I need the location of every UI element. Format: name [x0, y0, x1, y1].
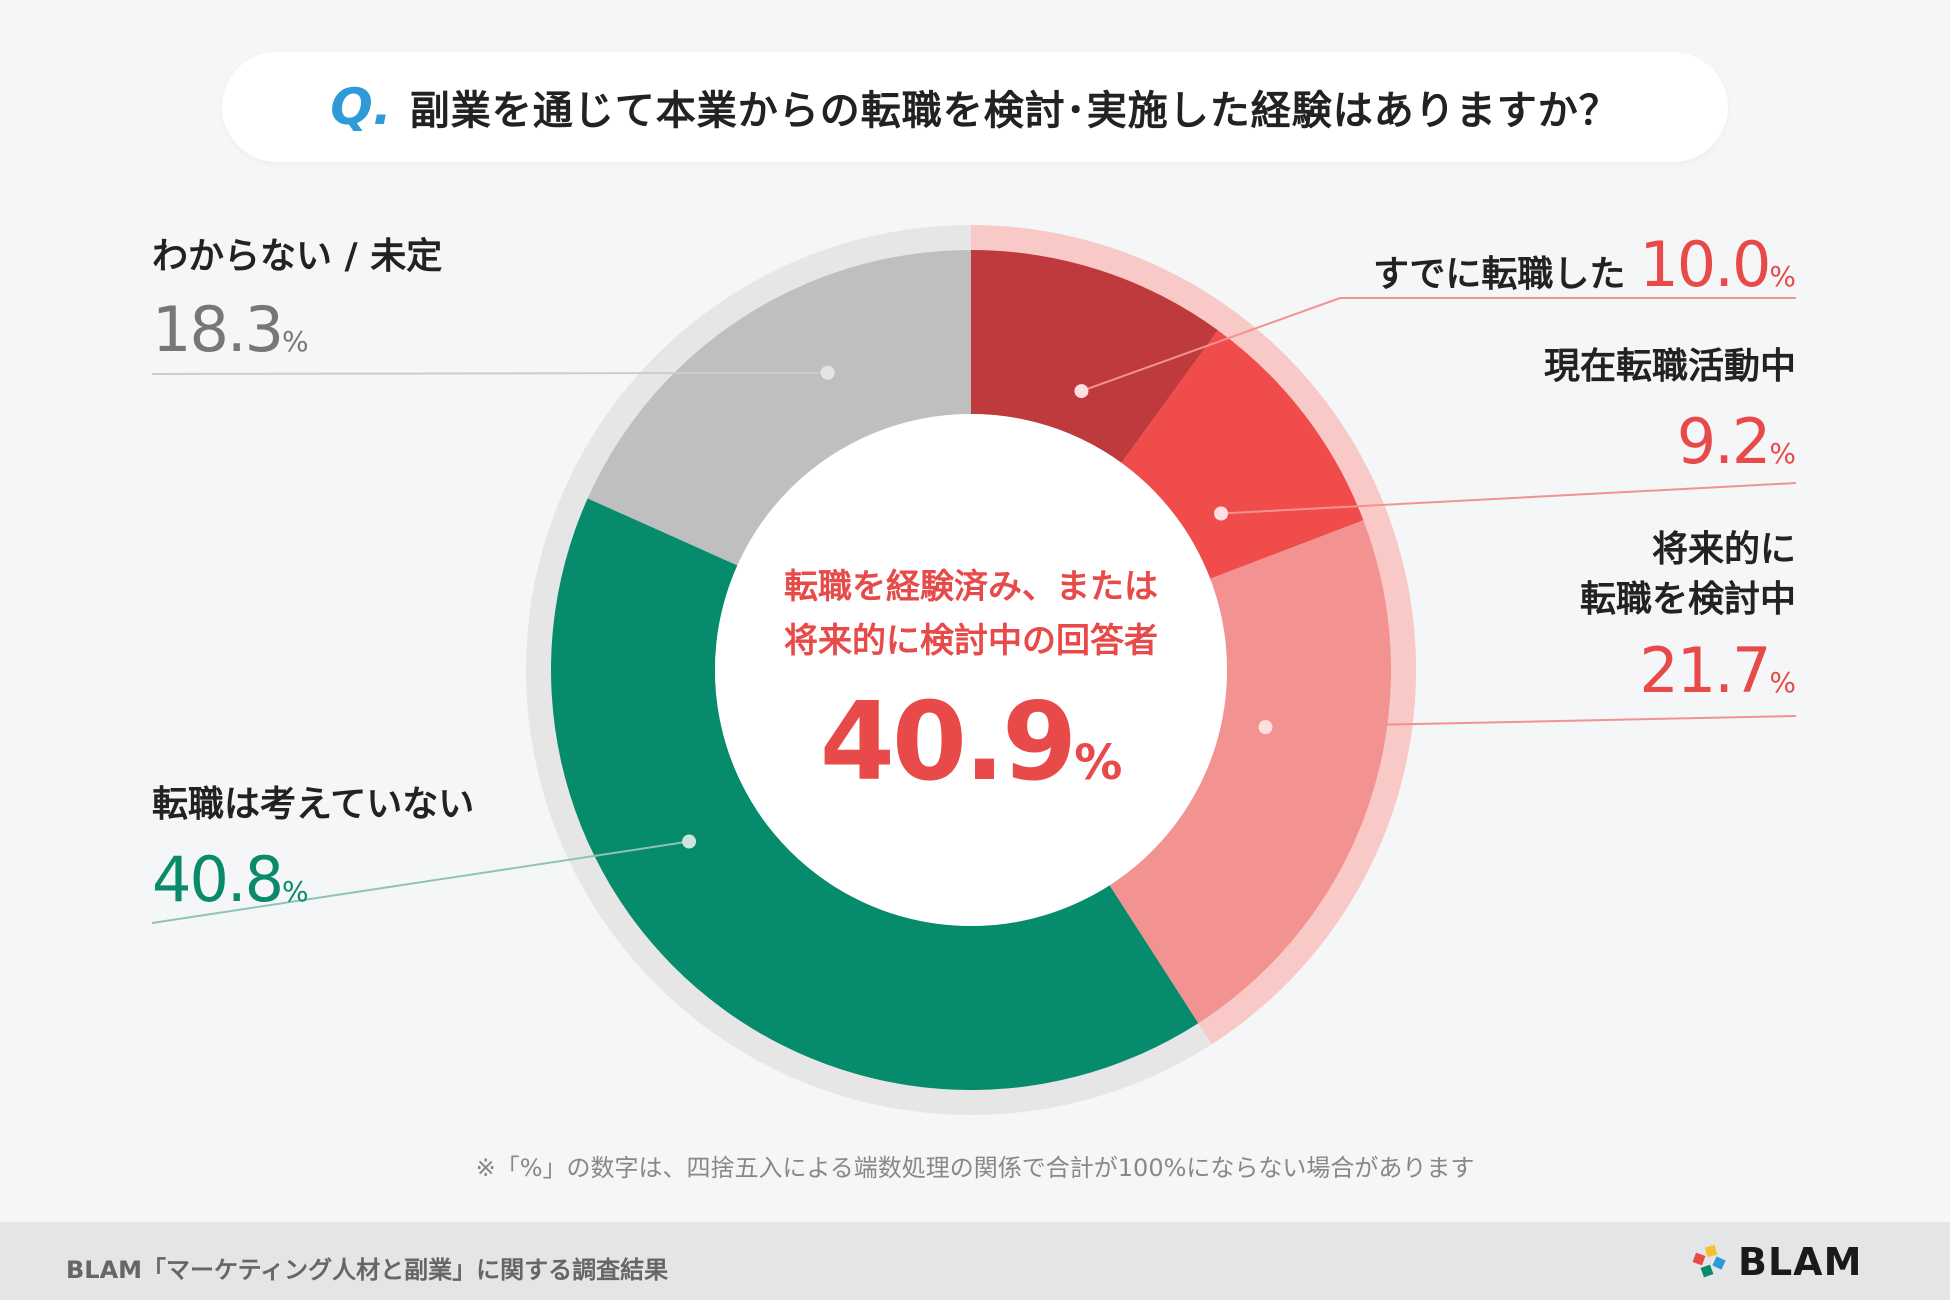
leader-line-4: [151, 371, 828, 375]
leader-dot-3: [682, 834, 697, 849]
leader-line-2: [1265, 715, 1797, 729]
label-no-name: 転職は考えていない: [152, 784, 475, 825]
value-active-unit: %: [1769, 437, 1796, 470]
slice-3: [551, 498, 1199, 1090]
slice-4: [587, 250, 971, 566]
label-already: すでに転職した 10.0%: [1372, 234, 1796, 302]
center-label-line2: 将来的に検討中の回答者: [784, 621, 1158, 661]
leader-line-0: [1081, 297, 1796, 393]
value-no-number: 40.8: [152, 843, 284, 916]
center-label: 転職を経験済み、または 将来的に検討中の回答者: [715, 560, 1227, 668]
value-no: 40.8%: [152, 843, 309, 916]
footer-bar: [0, 1222, 1950, 1300]
value-already-unit: %: [1769, 260, 1796, 293]
question-banner: Q. 副業を通じて本業からの転職を検討･実施した経験はありますか？: [222, 52, 1728, 162]
leader-dot-0: [1074, 384, 1089, 399]
donut-slices: [551, 250, 1391, 1090]
donut-hole: [715, 414, 1227, 926]
value-future-number: 21.7: [1639, 634, 1771, 707]
blam-logo: BLAM: [1688, 1240, 1862, 1284]
value-already: 10.0%: [1639, 234, 1796, 302]
center-value-unit: %: [1074, 735, 1123, 791]
question-text: 副業を通じて本業からの転職を検討･実施した経験はありますか？: [409, 88, 1620, 134]
value-active: 9.2%: [1677, 405, 1796, 478]
blam-logo-text: BLAM: [1738, 1240, 1863, 1284]
center-value-number: 40.9: [819, 680, 1077, 805]
leader-lines: [151, 297, 1797, 924]
blam-logo-icon: [1692, 1244, 1726, 1278]
question-mark: Q.: [330, 78, 392, 136]
slice-1: [1121, 330, 1364, 579]
leader-dot-4: [820, 365, 835, 380]
label-future: 将来的に 転職を検討中: [1580, 525, 1796, 625]
label-unknown-name: わからない / 未定: [152, 236, 443, 277]
value-active-number: 9.2: [1676, 405, 1772, 478]
value-unknown-unit: %: [282, 325, 309, 358]
slice-2: [1109, 520, 1391, 1024]
source-text: BLAM「マーケティング人材と副業」に関する調査結果: [66, 1256, 669, 1284]
value-future: 21.7%: [1639, 634, 1796, 707]
center-value: 40.9%: [715, 680, 1227, 805]
label-already-name: すでに転職した: [1372, 254, 1626, 295]
value-unknown: 18.3%: [152, 293, 309, 366]
value-no-unit: %: [282, 875, 309, 908]
center-label-line1: 転職を経験済み、または: [784, 567, 1158, 607]
label-active-name: 現在転職活動中: [1543, 346, 1796, 387]
footnote: ※「%」の数字は、四捨五入による端数処理の関係で合計が100%にならない場合があ…: [475, 1154, 1475, 1182]
leader-dot-2: [1258, 720, 1273, 735]
leader-line-3: [151, 840, 690, 924]
value-unknown-number: 18.3: [152, 293, 284, 366]
value-future-unit: %: [1769, 666, 1796, 699]
slice-0: [971, 250, 1218, 463]
leader-line-1: [1221, 482, 1797, 515]
leader-dot-1: [1214, 506, 1229, 521]
label-future-line1: 将来的に: [1651, 529, 1796, 570]
value-already-number: 10.0: [1639, 228, 1771, 301]
label-future-line2: 転職を検討中: [1579, 579, 1796, 620]
